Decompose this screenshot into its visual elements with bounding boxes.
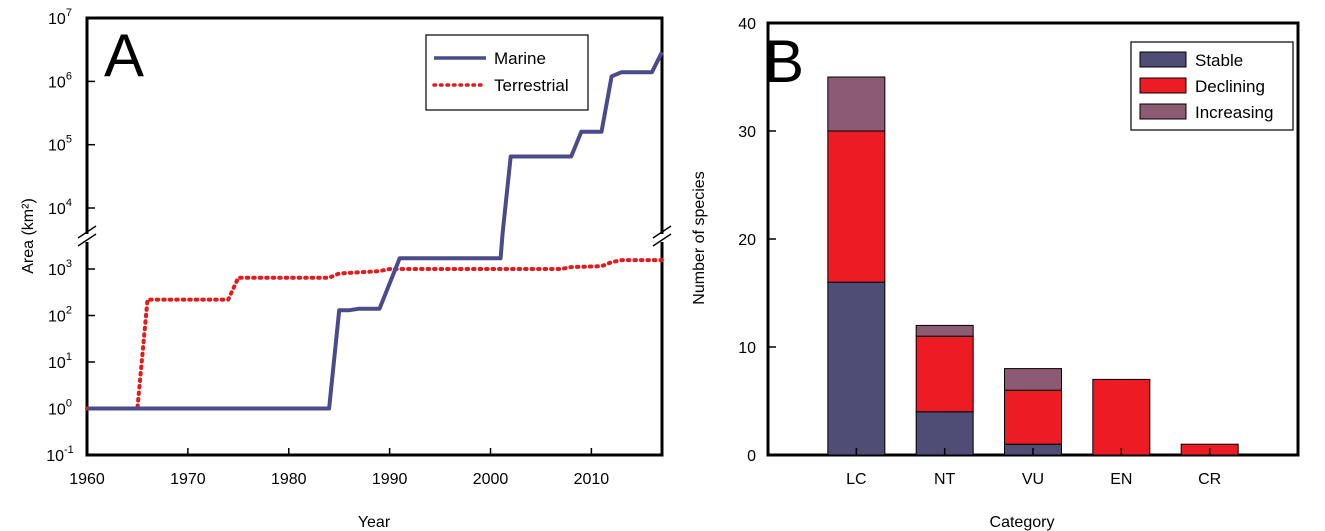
y-tick-label: 102 — [48, 305, 72, 326]
legend-marine-label: Marine — [494, 49, 546, 68]
panel-a-legend: Marine Terrestrial — [425, 34, 589, 111]
panel-a-y-ticks: 10-1 100 101 102 103 104 105 106 107 — [46, 7, 95, 465]
y-tick-label: 10-1 — [46, 444, 74, 465]
axis-break-slash — [652, 233, 672, 247]
y-tick-label: 0 — [747, 448, 756, 465]
bar-vu-declining — [1004, 389, 1062, 445]
legend-increasing-label: Increasing — [1195, 103, 1273, 122]
x-tick-label: 2000 — [473, 471, 509, 488]
y-tick-label: 20 — [738, 232, 756, 249]
panel-b-bars — [827, 76, 1239, 456]
x-tick-label: 2010 — [574, 471, 610, 488]
terrestrial-line — [85, 258, 664, 411]
x-tick-label: VU — [1022, 471, 1044, 488]
x-tick-label: 1970 — [170, 471, 206, 488]
panel-a-series — [85, 51, 664, 411]
panel-b-x-axis-label: Category — [990, 514, 1055, 531]
panel-b-y-axis-label: Number of species — [691, 171, 708, 304]
x-tick-label: LC — [846, 471, 866, 488]
bar-lc-increasing — [827, 76, 886, 132]
x-tick-label: 1980 — [271, 471, 307, 488]
y-tick-label: 107 — [48, 7, 72, 28]
panel-a-chart: A Year Area (km²) 1960 1970 1980 1990 2000 20… — [20, 7, 672, 531]
x-tick-label: 1960 — [69, 471, 105, 488]
y-tick-label: 10 — [738, 340, 756, 357]
marine-line — [87, 51, 664, 411]
legend-terrestrial-label: Terrestrial — [494, 76, 569, 95]
y-tick-label: 103 — [48, 258, 72, 279]
y-tick-label: 30 — [738, 124, 756, 141]
bar-nt-increasing — [915, 324, 974, 337]
legend-stable-swatch — [1139, 51, 1187, 68]
y-tick-label: 101 — [48, 351, 72, 372]
y-tick-label: 106 — [48, 70, 72, 91]
y-tick-label: 100 — [48, 398, 72, 419]
legend-increasing-swatch — [1139, 103, 1187, 120]
panel-a-x-ticks: 1960 1970 1980 1990 2000 2010 — [69, 448, 609, 488]
axis-break-slash — [77, 233, 97, 247]
panel-b-legend: Stable Declining Increasing — [1130, 41, 1294, 131]
bar-vu-increasing — [1004, 368, 1062, 391]
panel-b-label: B — [764, 28, 804, 95]
axis-break-slash — [652, 225, 672, 239]
x-tick-label: EN — [1110, 471, 1132, 488]
legend-stable-label: Stable — [1195, 51, 1243, 70]
y-tick-label: 40 — [738, 16, 756, 33]
bar-lc-declining — [827, 130, 886, 283]
axis-break-gap — [79, 234, 95, 242]
panel-a-x-axis-label: Year — [358, 514, 391, 531]
panel-b-x-ticks: LC NT VU EN CR — [846, 448, 1221, 488]
panel-a-y-axis-label: Area (km²) — [20, 198, 37, 274]
x-tick-label: CR — [1198, 471, 1221, 488]
bar-en-declining — [1092, 378, 1151, 456]
bar-nt-declining — [915, 335, 974, 413]
axis-break-gap — [654, 234, 670, 242]
panel-b-chart: B Category Number of species 0 10 20 30 40 L… — [691, 16, 1300, 531]
panel-b-y-ticks: 0 10 20 30 40 — [738, 16, 776, 465]
panel-a-axis-break — [77, 225, 672, 247]
axis-break-slash — [77, 225, 97, 239]
panel-a-legend-box — [425, 34, 589, 111]
x-tick-label: 1990 — [372, 471, 408, 488]
y-tick-label: 105 — [48, 134, 72, 155]
bar-lc-stable — [827, 281, 886, 456]
y-tick-label: 104 — [48, 197, 72, 218]
panel-a-label: A — [104, 22, 144, 89]
bar-nt-stable — [915, 411, 974, 456]
legend-declining-swatch — [1139, 77, 1187, 94]
x-tick-label: NT — [934, 471, 956, 488]
legend-declining-label: Declining — [1195, 77, 1265, 96]
